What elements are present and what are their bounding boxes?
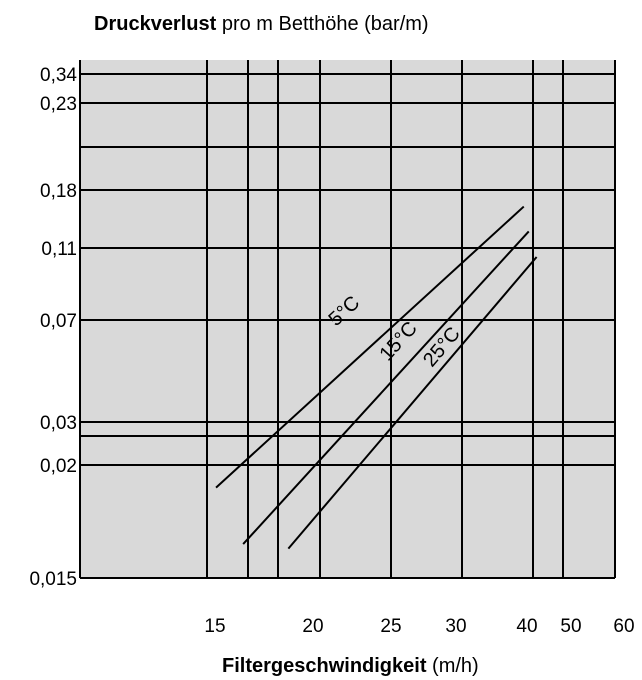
chart-title-rest: pro m Betthöhe (bar/m) — [216, 13, 428, 35]
series-line — [287, 256, 538, 550]
vertical-gridlines — [206, 60, 616, 578]
x-tick-label: 40 — [516, 616, 537, 637]
x-tick-label: 25 — [380, 616, 401, 637]
y-tick-label: 0,23 — [40, 94, 77, 115]
x-tick-label: 60 — [613, 616, 634, 637]
chart-title: Druckverlust pro m Betthöhe (bar/m) — [94, 13, 429, 35]
y-tick-label: 0,015 — [29, 569, 77, 590]
series-lines — [215, 205, 538, 550]
y-tick-label: 0,07 — [40, 311, 77, 332]
horizontal-gridlines — [80, 73, 615, 466]
x-axis-title-bold: Filtergeschwindigkeit — [222, 655, 427, 677]
x-axis-title-rest: (m/h) — [426, 655, 478, 677]
series-line — [215, 205, 525, 489]
x-tick-labels: 15 20 25 30 40 50 60 — [204, 616, 634, 637]
x-tick-label: 15 — [204, 616, 225, 637]
x-axis-title: Filtergeschwindigkeit (m/h) — [222, 655, 479, 677]
y-tick-label: 0,11 — [41, 239, 77, 260]
y-tick-label: 0,18 — [40, 181, 77, 202]
x-tick-label: 50 — [560, 616, 581, 637]
y-tick-label: 0,02 — [40, 456, 77, 477]
y-tick-labels: 0,34 0,23 0,18 0,11 0,07 0,03 0,02 0,015 — [29, 65, 77, 590]
x-tick-label: 20 — [302, 616, 323, 637]
x-tick-label: 30 — [445, 616, 466, 637]
series-line — [242, 230, 530, 545]
y-tick-label: 0,34 — [40, 65, 77, 86]
y-tick-label: 0,03 — [40, 413, 77, 434]
chart-title-bold: Druckverlust — [94, 13, 217, 35]
